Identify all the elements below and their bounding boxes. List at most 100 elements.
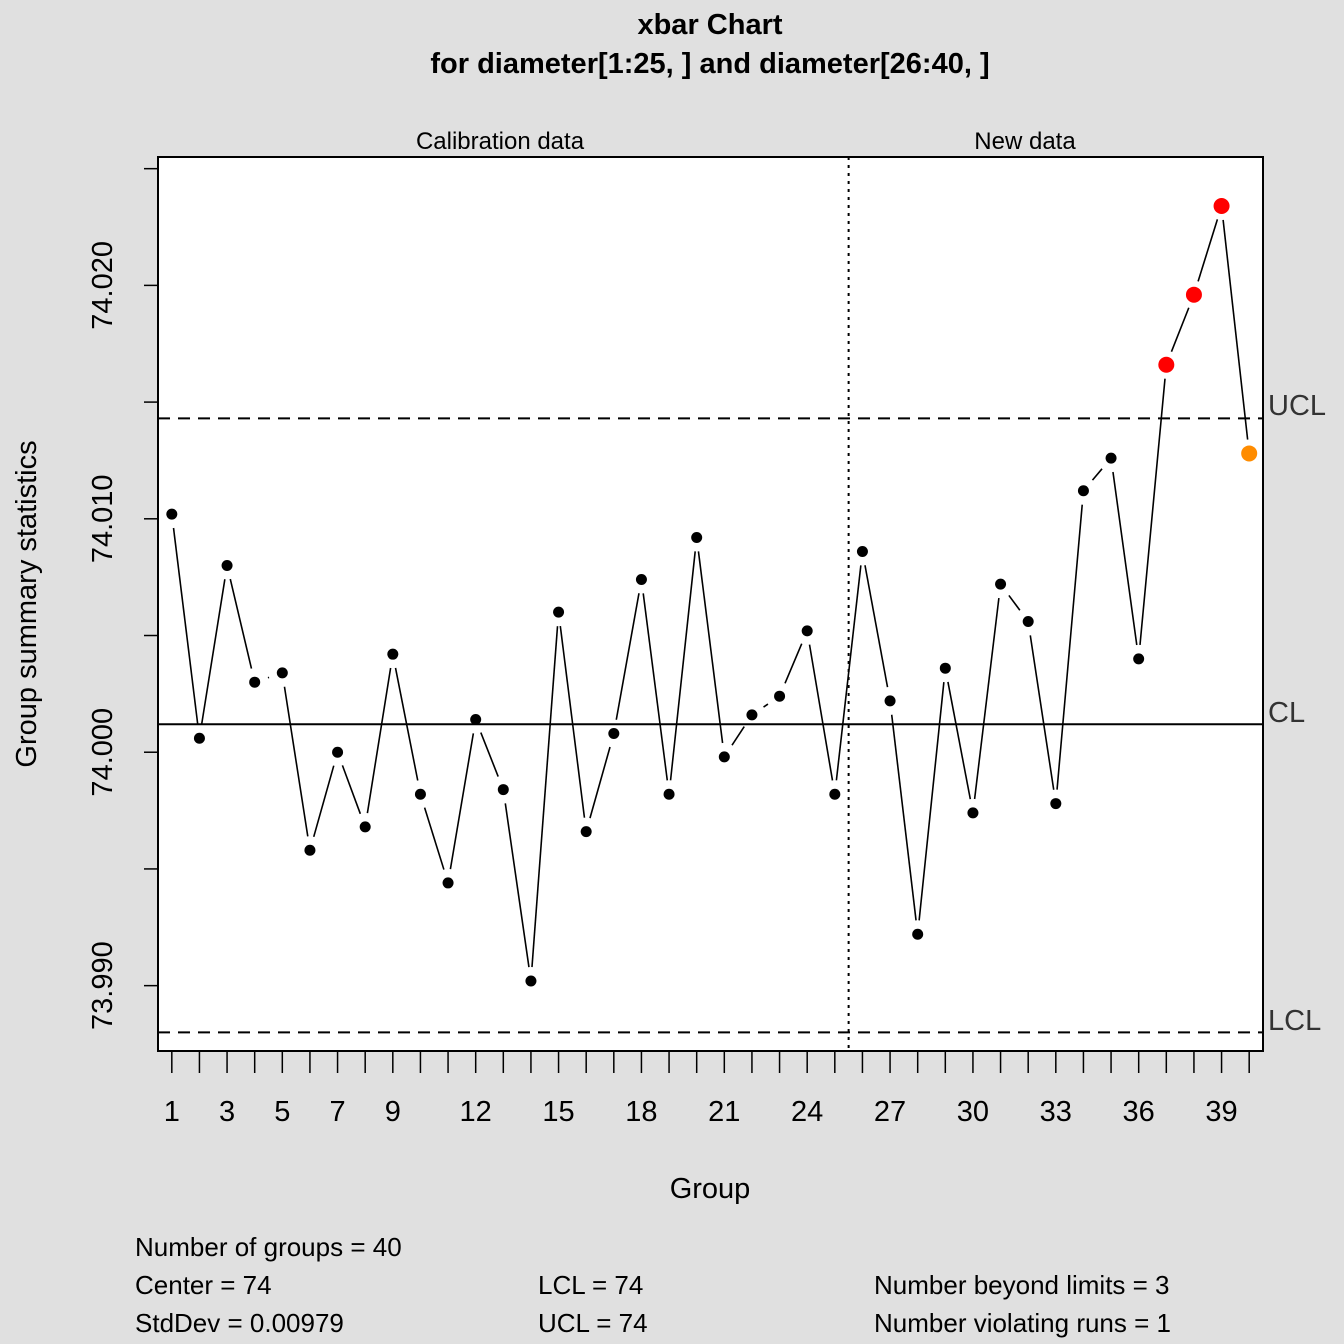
series-segment <box>1197 219 1219 282</box>
series-segment <box>1091 468 1103 481</box>
x-tick-label: 5 <box>274 1096 290 1128</box>
data-point <box>276 667 288 679</box>
x-axis: 1 3 5 7 9 12 15 18 21 24 27 30 33 36 39 <box>164 1050 1250 1128</box>
series-segment <box>1056 504 1084 790</box>
x-tick-label: 33 <box>1040 1096 1072 1128</box>
data-point <box>608 728 620 740</box>
series-segment <box>229 578 253 669</box>
series-segment <box>480 732 499 777</box>
data-point <box>801 625 813 637</box>
series-segment <box>312 765 335 838</box>
series-segment <box>835 565 862 781</box>
series-segment <box>504 803 530 968</box>
data-point <box>221 559 233 571</box>
x-tick-label: 15 <box>542 1096 574 1128</box>
data-point <box>1050 798 1062 810</box>
series-segment <box>1170 307 1190 353</box>
data-point-beyond-limits <box>1158 356 1175 373</box>
chart-title: xbar Chart <box>637 9 782 41</box>
stat-violating-runs: Number violating runs = 1 <box>874 1308 1171 1338</box>
data-point <box>525 975 537 987</box>
series-segment <box>1029 635 1055 790</box>
data-point <box>829 788 841 800</box>
data-point <box>304 844 316 856</box>
series-segment <box>531 626 559 968</box>
data-point <box>497 784 509 796</box>
series-segment <box>366 667 392 814</box>
series-segment <box>864 565 889 688</box>
series-segment <box>763 703 769 708</box>
data-point <box>691 531 703 543</box>
series-segment <box>947 681 972 800</box>
data-point <box>553 606 565 618</box>
x-tick-label: 9 <box>385 1096 401 1128</box>
series-segment <box>731 726 745 746</box>
y-tick-label: 74.010 <box>87 474 119 563</box>
stat-lcl: LCL = 74 <box>538 1270 643 1300</box>
x-tick-label: 12 <box>460 1096 492 1128</box>
series-segment <box>589 746 611 819</box>
cl-label: CL <box>1268 697 1305 729</box>
stat-center: Center = 74 <box>135 1270 272 1300</box>
y-axis: 73.990 74.000 74.010 74.020 <box>87 167 159 1030</box>
data-point <box>414 788 426 800</box>
series-segment <box>283 686 309 837</box>
series-segment <box>341 765 362 815</box>
data-point <box>939 662 951 674</box>
data-point-violating-run <box>1241 445 1258 462</box>
data-point <box>193 732 205 744</box>
data-point <box>1077 485 1089 497</box>
series-segment <box>1008 594 1021 611</box>
series-segment <box>697 551 724 744</box>
series-segment <box>669 551 696 781</box>
y-tick-label: 74.000 <box>87 708 119 797</box>
data-series <box>166 198 1258 987</box>
series-segment <box>394 667 419 781</box>
data-point <box>332 746 344 758</box>
series-segment <box>615 593 640 720</box>
data-point <box>470 714 482 726</box>
data-point <box>359 821 371 833</box>
x-tick-label: 1 <box>164 1096 180 1128</box>
series-segment <box>172 527 199 725</box>
data-point <box>774 690 786 702</box>
series-segment <box>1112 471 1138 646</box>
data-point <box>663 788 675 800</box>
data-point <box>442 877 454 889</box>
chart-subtitle: for diameter[1:25, ] and diameter[26:40,… <box>430 48 989 80</box>
x-tick-label: 24 <box>791 1096 823 1128</box>
data-point <box>1022 616 1034 628</box>
x-tick-label: 36 <box>1123 1096 1155 1128</box>
x-tick-label: 3 <box>219 1096 235 1128</box>
stat-beyond-limits: Number beyond limits = 3 <box>874 1270 1170 1300</box>
control-limits <box>158 157 1263 1051</box>
x-tick-label: 7 <box>329 1096 345 1128</box>
data-point <box>884 695 896 707</box>
series-segment <box>559 625 586 818</box>
data-point <box>580 826 592 838</box>
data-point-beyond-limits <box>1213 198 1230 215</box>
x-tick-label: 18 <box>625 1096 657 1128</box>
data-point <box>856 545 868 557</box>
data-point <box>249 676 261 688</box>
series-segment <box>808 644 834 781</box>
stat-ucl: UCL = 74 <box>538 1308 648 1338</box>
x-tick-label: 39 <box>1205 1096 1237 1128</box>
y-tick-label: 73.990 <box>87 941 119 1030</box>
data-point <box>166 508 178 520</box>
x-tick-label: 27 <box>874 1096 906 1128</box>
y-axis-label: Group summary statistics <box>11 440 43 767</box>
plot-area <box>157 156 1264 1052</box>
series-segment <box>784 643 803 684</box>
new-data-section-label: New data <box>974 128 1076 155</box>
series-segment <box>642 593 669 781</box>
series-segment <box>973 597 1000 800</box>
x-tick-label: 21 <box>708 1096 740 1128</box>
data-point <box>995 578 1007 590</box>
series-segment <box>449 733 475 870</box>
ucl-label: UCL <box>1268 390 1326 422</box>
series-segment <box>200 579 226 725</box>
x-axis-label: Group <box>670 1173 751 1205</box>
series-segment <box>918 682 945 921</box>
